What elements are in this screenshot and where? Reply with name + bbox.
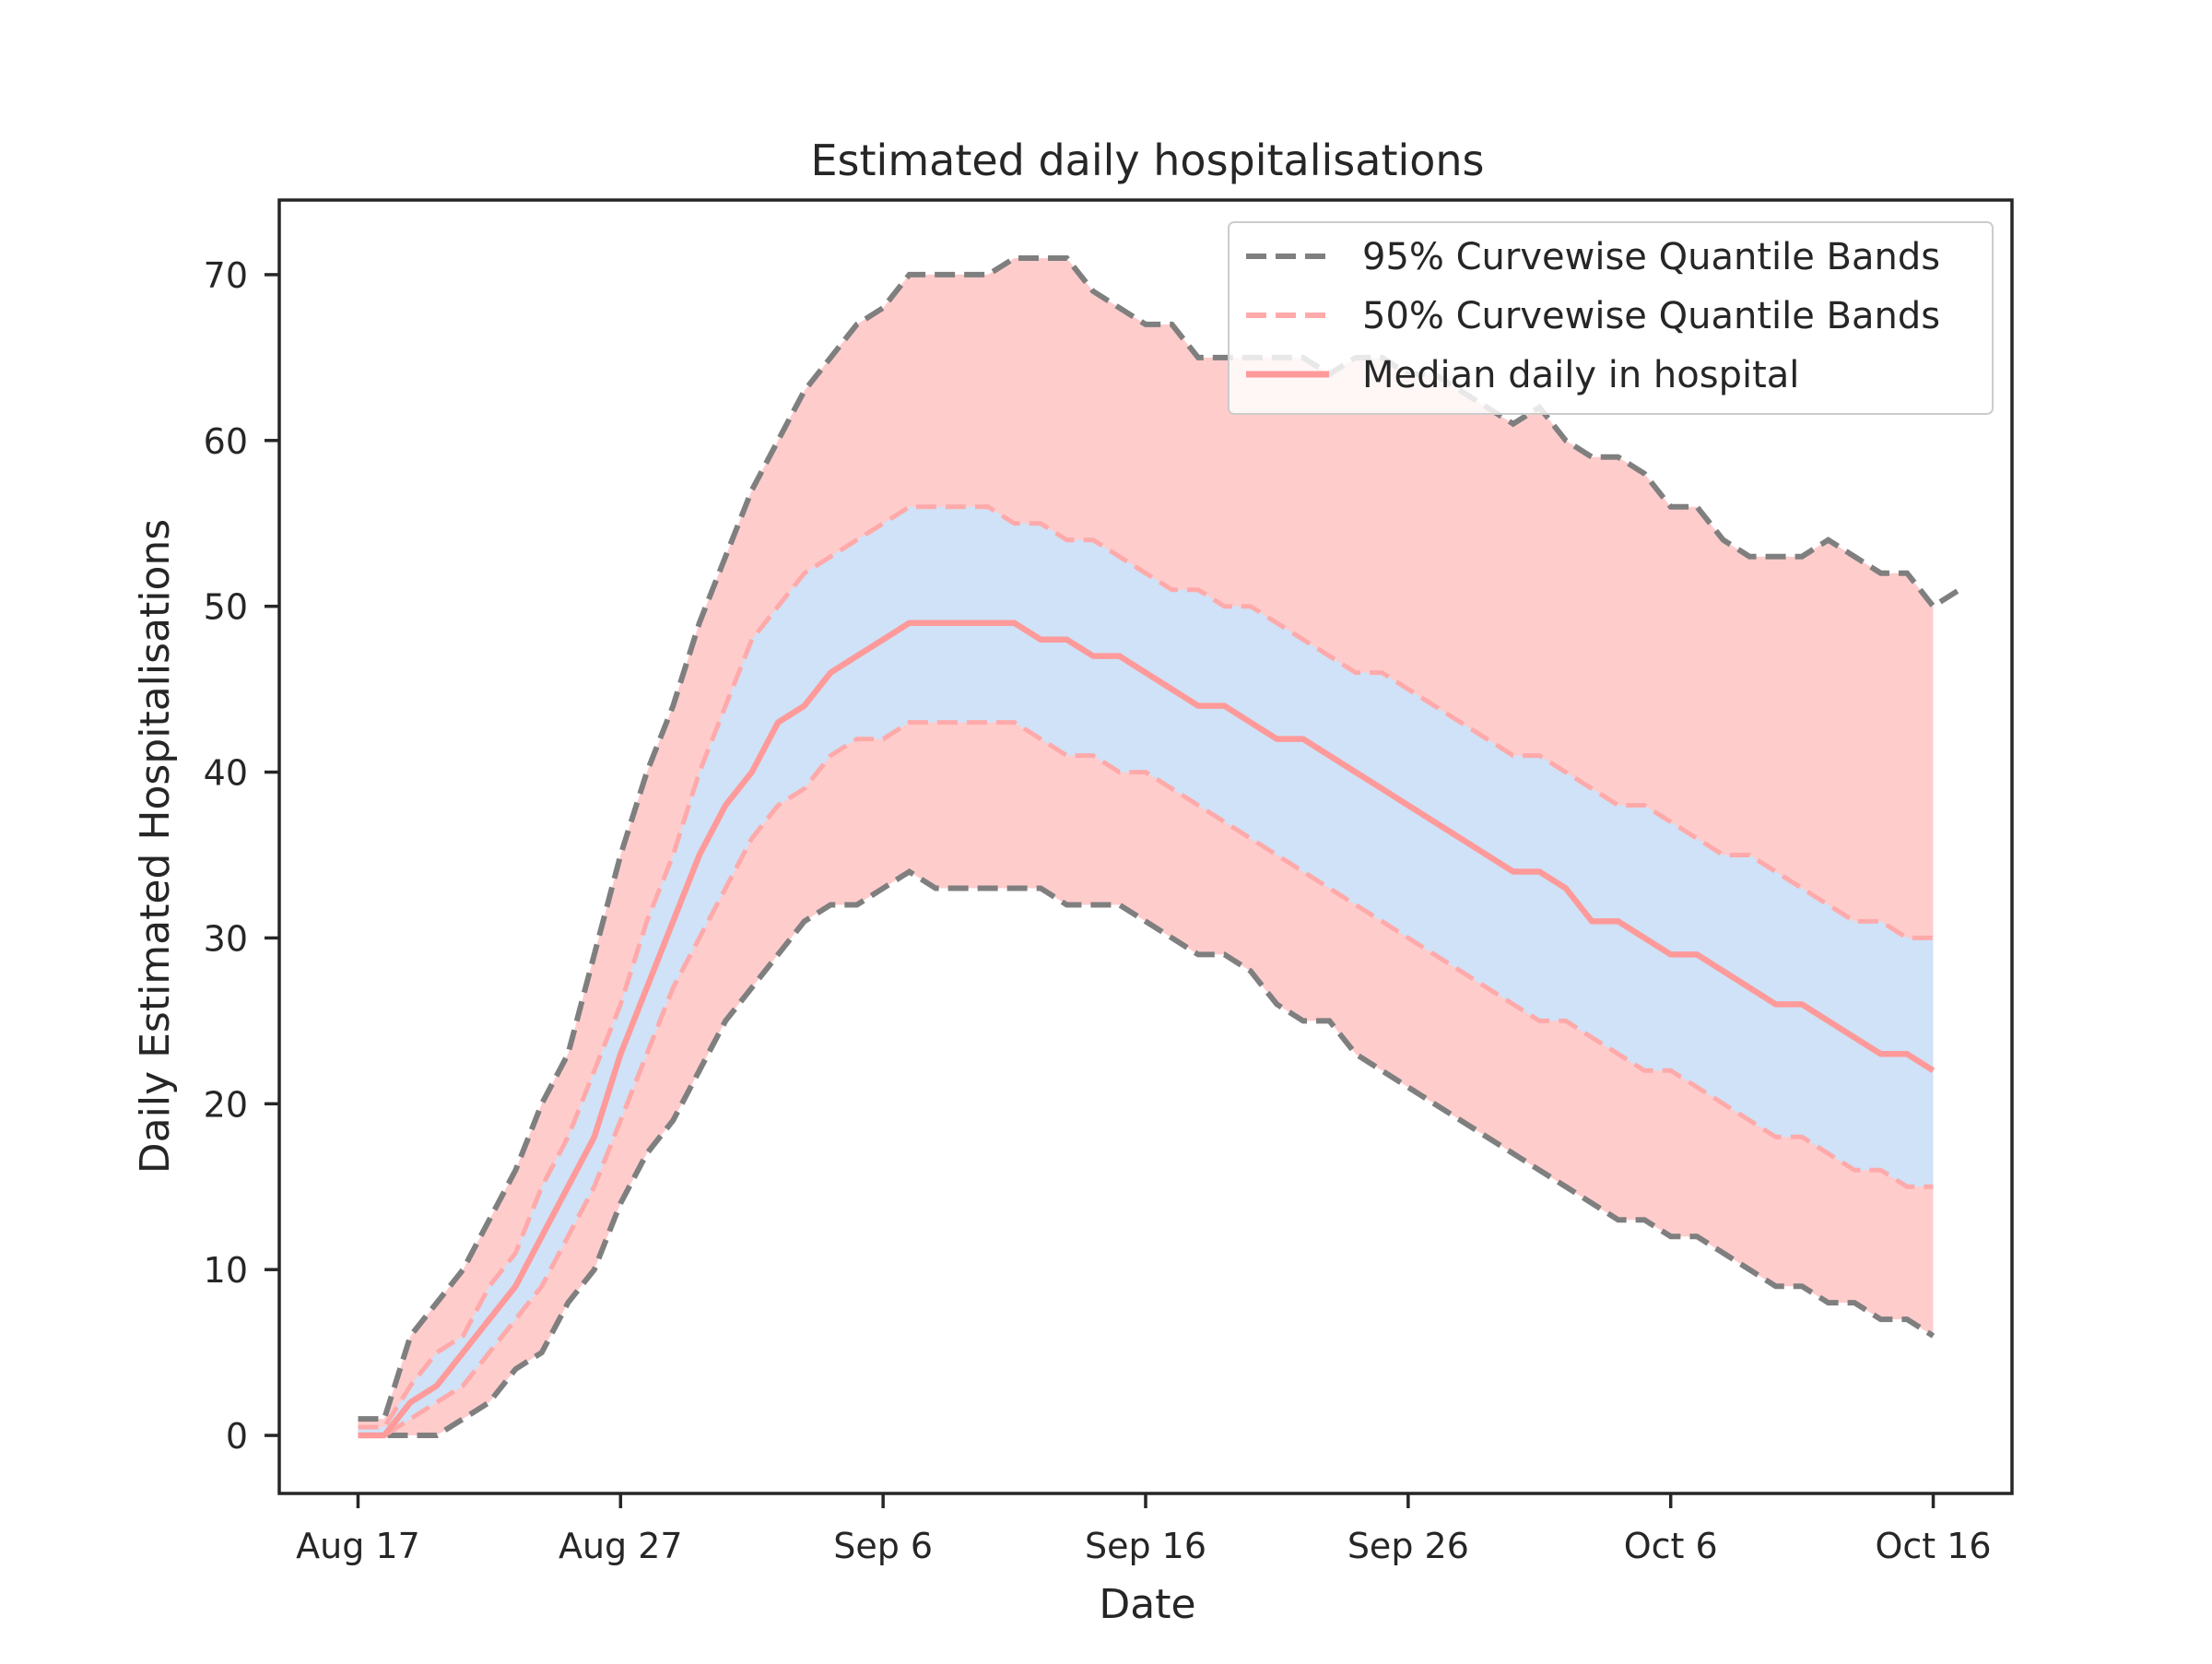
y-tick-label: 10 — [204, 1250, 248, 1291]
y-tick-label: 30 — [204, 918, 248, 959]
legend-label-95: 95% Curvewise Quantile Bands — [1362, 236, 1940, 278]
chart-title: Estimated daily hospitalisations — [810, 136, 1484, 185]
line-upper-50 — [358, 504, 1934, 1430]
x-tick-label: Oct 6 — [1624, 1526, 1718, 1566]
x-tick-label: Sep 16 — [1085, 1526, 1206, 1566]
line-lower-50 — [358, 720, 1934, 1438]
bands-layer — [358, 258, 1934, 1435]
legend: 95% Curvewise Quantile Bands 50% Curvewi… — [1228, 221, 1994, 415]
y-axis: 0 10 20 30 40 50 60 70 — [204, 255, 279, 1457]
y-tick-label: 0 — [226, 1416, 248, 1457]
y-tick-label: 50 — [204, 587, 248, 628]
legend-label-median: Median daily in hospital — [1362, 354, 1799, 396]
x-axis-label: Date — [1099, 1581, 1195, 1628]
x-tick-label: Aug 17 — [296, 1526, 420, 1566]
y-tick-label: 70 — [204, 255, 248, 296]
x-tick-label: Sep 6 — [833, 1526, 933, 1566]
x-tick-label: Aug 27 — [559, 1526, 683, 1566]
x-tick-label: Oct 16 — [1875, 1526, 1991, 1566]
y-tick-label: 60 — [204, 421, 248, 462]
y-tick-label: 40 — [204, 753, 248, 794]
band-50 — [358, 506, 1934, 1435]
line-median — [358, 620, 1936, 1439]
y-tick-label: 20 — [204, 1084, 248, 1125]
band-95 — [358, 258, 1934, 1435]
x-tick-label: Sep 26 — [1347, 1526, 1469, 1566]
legend-label-50: 50% Curvewise Quantile Bands — [1362, 295, 1940, 337]
lines-layer — [358, 255, 1961, 1439]
y-axis-label: Daily Estimated Hospitalisations — [132, 519, 179, 1174]
line-upper-95 — [358, 255, 1961, 1422]
legend-box — [1228, 221, 1994, 415]
line-lower-95 — [358, 867, 1936, 1438]
x-axis: Aug 17 Aug 27 Sep 6 Sep 16 Sep 26 Oct 6 Oct 16 — [296, 1493, 1992, 1566]
